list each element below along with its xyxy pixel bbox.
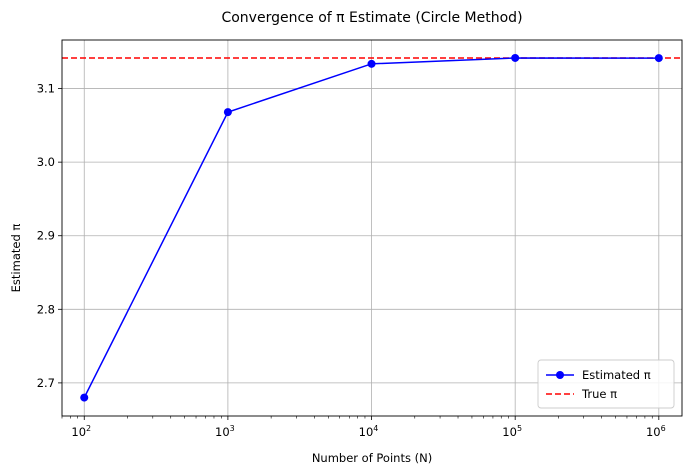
y-axis-label: Estimated π — [9, 224, 23, 293]
legend-label-estimated: Estimated π — [582, 368, 651, 382]
plot-frame — [61, 39, 683, 417]
y-tick-label: 2.9 — [37, 229, 55, 243]
data-point — [654, 54, 663, 63]
chart-title: Convergence of π Estimate (Circle Method… — [221, 10, 522, 26]
x-axis-label: Number of Points (N) — [312, 451, 432, 465]
x-tick-label: 102 — [71, 424, 91, 439]
x-tick-label: 106 — [646, 424, 666, 439]
x-tick-label: 103 — [215, 424, 235, 439]
grid — [62, 40, 682, 416]
y-tick-label: 3.0 — [37, 155, 55, 169]
y-tick-label: 3.1 — [37, 82, 55, 96]
data-point — [511, 53, 520, 62]
x-tick-label: 105 — [502, 424, 522, 439]
x-tick-label: 104 — [359, 424, 379, 439]
data-point — [223, 108, 232, 117]
legend-box — [537, 359, 675, 409]
y-tick-label: 2.7 — [37, 376, 55, 390]
legend-label-true-pi: True π — [581, 387, 617, 401]
legend: Estimated π True π — [537, 359, 675, 409]
x-axis: 102 103 104 105 106 — [61, 416, 666, 439]
y-axis: 2.7 2.8 2.9 3.0 3.1 — [37, 82, 62, 390]
data-point — [80, 393, 89, 402]
legend-marker-estimated — [556, 371, 564, 379]
series-layer — [80, 53, 663, 402]
data-point — [367, 59, 376, 68]
y-tick-label: 2.8 — [37, 302, 55, 316]
